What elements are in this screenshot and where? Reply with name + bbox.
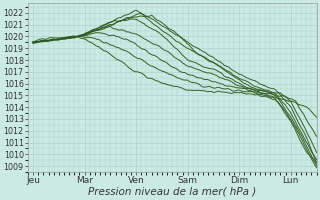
- X-axis label: Pression niveau de la mer( hPa ): Pression niveau de la mer( hPa ): [88, 187, 256, 197]
